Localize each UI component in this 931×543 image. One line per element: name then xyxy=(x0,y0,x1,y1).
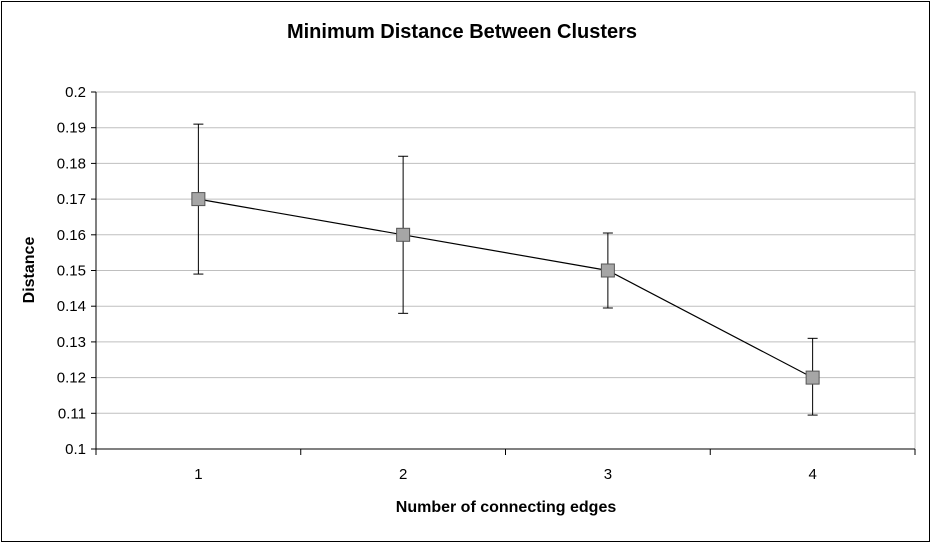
x-tick-label: 1 xyxy=(194,466,202,483)
y-tick-label: 0.17 xyxy=(57,191,86,208)
x-tick-label: 2 xyxy=(399,466,407,483)
y-tick-label: 0.12 xyxy=(57,370,86,387)
chart-title: Minimum Distance Between Clusters xyxy=(287,21,637,43)
y-tick-labels: 0.1 0.11 0.12 0.13 0.14 0.15 0.16 0.17 0.18 0.19 0… xyxy=(57,84,86,458)
data-point xyxy=(600,263,615,278)
grid xyxy=(96,127,915,414)
x-tick-label: 3 xyxy=(604,466,612,483)
x-axis-label: Number of connecting edges xyxy=(396,499,617,516)
series-line-group xyxy=(198,198,813,379)
y-axis-label: Distance xyxy=(21,237,38,304)
y-tick-label: 0.19 xyxy=(57,120,86,137)
data-point xyxy=(191,192,206,207)
data-point xyxy=(805,370,820,385)
y-tick-label: 0.15 xyxy=(57,263,86,280)
data-points xyxy=(191,192,820,385)
y-tick-label: 0.16 xyxy=(57,227,86,244)
y-tick-label: 0.18 xyxy=(57,155,86,172)
y-tick-label: 0.2 xyxy=(65,84,86,101)
y-tick-label: 0.14 xyxy=(57,298,86,315)
axes xyxy=(91,91,916,455)
y-tick-label: 0.11 xyxy=(58,405,86,422)
x-tick-labels: 1 2 3 4 xyxy=(194,466,817,483)
x-tick-label: 4 xyxy=(808,466,816,483)
series-line xyxy=(198,198,813,379)
data-point xyxy=(396,227,411,242)
y-tick-label: 0.13 xyxy=(57,334,86,351)
y-tick-label: 0.1 xyxy=(65,441,86,458)
